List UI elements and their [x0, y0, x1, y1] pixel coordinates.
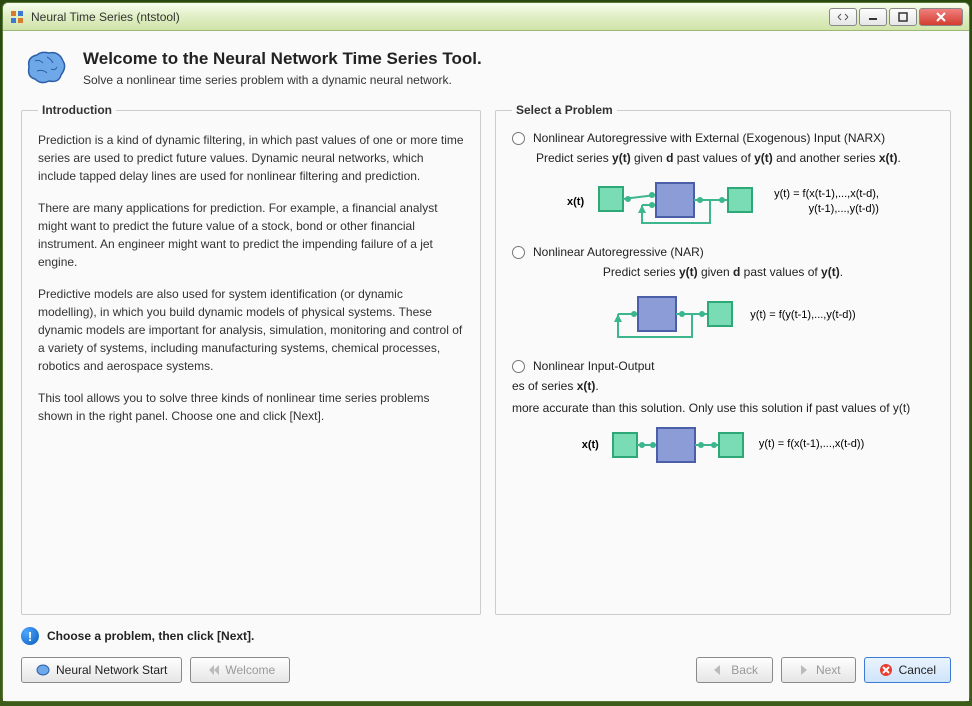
- brain-icon: [21, 49, 69, 89]
- nar-equation: y(t) = f(y(t-1),...,y(t-d)): [750, 308, 855, 323]
- hint-row: ! Choose a problem, then click [Next].: [21, 627, 951, 645]
- problem-narx: Nonlinear Autoregressive with External (…: [512, 131, 934, 231]
- nio-diagram: x(t) y(t) = f(x(t-1),...,x(: [512, 423, 934, 467]
- narx-input-label: x(t): [567, 196, 584, 208]
- nnstart-label: Neural Network Start: [56, 663, 167, 677]
- dock-button[interactable]: [829, 8, 857, 26]
- header-text: Welcome to the Neural Network Time Serie…: [83, 49, 482, 87]
- nio-input-label: x(t): [582, 439, 599, 451]
- button-row: Neural Network Start Welcome Back: [21, 657, 951, 683]
- titlebar: Neural Time Series (ntstool): [3, 3, 969, 31]
- radio-nar[interactable]: [512, 246, 525, 259]
- radio-nio[interactable]: [512, 360, 525, 373]
- nar-diagram: y(t) = f(y(t-1),...,y(t-d)): [512, 287, 934, 345]
- welcome-label: Welcome: [225, 663, 275, 677]
- problem-nar: Nonlinear Autoregressive (NAR) Predict s…: [512, 245, 934, 345]
- arrow-right-icon: [796, 663, 810, 677]
- narx-diagram-svg: [594, 173, 764, 231]
- problems-legend: Select a Problem: [512, 103, 617, 117]
- footer: ! Choose a problem, then click [Next]. N…: [21, 627, 951, 683]
- maximize-button[interactable]: [889, 8, 917, 26]
- window-title: Neural Time Series (ntstool): [31, 10, 829, 24]
- welcome-button[interactable]: Welcome: [190, 657, 290, 683]
- close-button[interactable]: [919, 8, 963, 26]
- cancel-icon: [879, 663, 893, 677]
- header: Welcome to the Neural Network Time Serie…: [21, 49, 951, 89]
- back-label: Back: [731, 663, 758, 677]
- info-icon: !: [21, 627, 39, 645]
- intro-paragraph: There are many applications for predicti…: [38, 199, 464, 271]
- window-controls: [829, 8, 963, 26]
- introduction-legend: Introduction: [38, 103, 116, 117]
- hint-text: Choose a problem, then click [Next].: [47, 629, 254, 643]
- radio-nar-label[interactable]: Nonlinear Autoregressive (NAR): [533, 245, 704, 259]
- next-label: Next: [816, 663, 841, 677]
- narx-equation: y(t) = f(x(t-1),...,x(t-d), y(t-1),...,y…: [774, 187, 879, 218]
- minimize-button[interactable]: [859, 8, 887, 26]
- nar-diagram-svg: [590, 287, 740, 345]
- radio-narx-label[interactable]: Nonlinear Autoregressive with External (…: [533, 131, 885, 145]
- back-button[interactable]: Back: [696, 657, 773, 683]
- introduction-panel: Introduction Prediction is a kind of dyn…: [21, 103, 481, 615]
- rewind-icon: [205, 663, 219, 677]
- narx-description: Predict series y(t) given d past values …: [536, 151, 934, 165]
- nio-diagram-svg: [609, 423, 749, 467]
- brain-small-icon: [36, 663, 50, 677]
- radio-nio-label[interactable]: Nonlinear Input-Output: [533, 359, 654, 373]
- page-subtitle: Solve a nonlinear time series problem wi…: [83, 73, 482, 87]
- nio-description-line1: es of series x(t).: [512, 379, 934, 393]
- arrow-left-icon: [711, 663, 725, 677]
- cancel-label: Cancel: [899, 663, 936, 677]
- content-area: Welcome to the Neural Network Time Serie…: [3, 31, 969, 701]
- select-problem-panel: Select a Problem Nonlinear Autoregressiv…: [495, 103, 951, 615]
- app-window: Neural Time Series (ntstool) Welcome to …: [2, 2, 970, 702]
- narx-diagram: x(t): [512, 173, 934, 231]
- nio-equation: y(t) = f(x(t-1),...,x(t-d)): [759, 437, 864, 452]
- page-title: Welcome to the Neural Network Time Serie…: [83, 49, 482, 69]
- intro-paragraph: Predictive models are also used for syst…: [38, 285, 464, 375]
- problem-nio: Nonlinear Input-Output es of series x(t)…: [512, 359, 934, 467]
- next-button[interactable]: Next: [781, 657, 856, 683]
- cancel-button[interactable]: Cancel: [864, 657, 951, 683]
- neural-network-start-button[interactable]: Neural Network Start: [21, 657, 182, 683]
- app-icon: [9, 9, 25, 25]
- panels: Introduction Prediction is a kind of dyn…: [21, 103, 951, 615]
- nio-description-line2: more accurate than this solution. Only u…: [512, 401, 934, 415]
- nar-description: Predict series y(t) given d past values …: [512, 265, 934, 279]
- intro-paragraph: This tool allows you to solve three kind…: [38, 389, 464, 425]
- intro-paragraph: Prediction is a kind of dynamic filterin…: [38, 131, 464, 185]
- radio-narx[interactable]: [512, 132, 525, 145]
